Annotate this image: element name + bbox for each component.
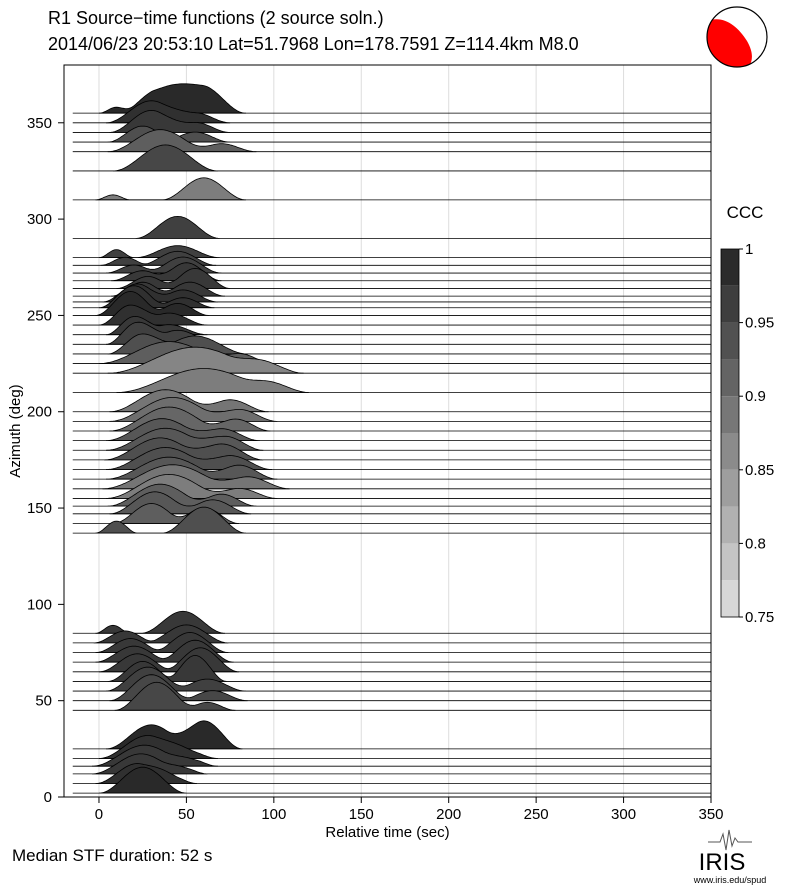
colorbar-segment (721, 396, 739, 433)
x-tick-label: 50 (178, 806, 195, 823)
colorbar-tick-label: 0.8 (745, 535, 766, 552)
x-tick-label: 0 (95, 806, 103, 823)
colorbar-tick-label: 0.9 (745, 388, 766, 405)
focal-mechanism-icon (706, 6, 768, 68)
y-tick-label: 300 (27, 211, 52, 228)
stf-trace (114, 681, 236, 711)
stf-trace (107, 129, 257, 153)
chart-title: R1 Source−time functions (2 source soln.… (48, 8, 384, 28)
y-tick-label: 200 (27, 404, 52, 421)
colorbar-segment (721, 580, 739, 617)
y-tick-label: 150 (27, 500, 52, 517)
colorbar: 0.75 0.8 0.85 0.9 0.95 1 (720, 241, 774, 626)
stf-trace (95, 177, 246, 201)
y-tick-label: 350 (27, 115, 52, 132)
stf-trace (95, 506, 246, 534)
iris-logo-text: IRIS (699, 849, 746, 876)
stf-trace (98, 766, 187, 794)
stf-trace (98, 245, 220, 258)
stf-trace (116, 368, 309, 393)
colorbar-tick-label: 0.75 (745, 609, 774, 626)
colorbar-segment (721, 285, 739, 323)
stf-traces (72, 83, 711, 794)
iris-logo: IRIS www.iris.edu/spud (693, 829, 767, 885)
x-axis-label: Relative time (sec) (325, 824, 449, 841)
colorbar-segment (721, 322, 739, 360)
stf-trace (107, 346, 304, 374)
colorbar-tick-label: 1 (745, 241, 753, 258)
y-tick-label: 0 (44, 789, 52, 806)
colorbar-segment (721, 433, 739, 470)
x-tick-label: 100 (261, 806, 286, 823)
colorbar-segment (721, 359, 739, 397)
colorbar-frame (720, 248, 740, 618)
stf-trace (98, 83, 246, 114)
stf-trace (113, 144, 218, 172)
x-axis: 0 50 100 150 200 250 300 350 (95, 797, 724, 823)
colorbar-segment (721, 506, 739, 544)
stf-trace (91, 753, 208, 775)
colorbar-segment (721, 249, 739, 286)
stf-trace (95, 610, 225, 634)
y-tick-label: 100 (27, 596, 52, 613)
median-duration: Median STF duration: 52 s (12, 846, 213, 865)
event-info: 2014/06/23 20:53:10 Lat=51.7968 Lon=178.… (48, 34, 579, 54)
y-tick-label: 50 (35, 693, 52, 710)
colorbar-label: CCC (727, 203, 764, 222)
y-axis-label: Azimuth (deg) (7, 384, 24, 477)
x-tick-label: 150 (349, 806, 374, 823)
x-tick-label: 350 (698, 806, 723, 823)
y-tick-label: 250 (27, 307, 52, 324)
stf-trace (135, 215, 220, 239)
colorbar-tick-label: 0.85 (745, 462, 774, 479)
colorbar-tick-label: 0.95 (745, 315, 774, 332)
colorbar-segment (721, 469, 739, 507)
plot-frame (63, 64, 712, 798)
x-tick-label: 300 (611, 806, 636, 823)
x-tick-label: 200 (436, 806, 461, 823)
y-axis: 0 50 100 150 200 250 300 350 (27, 115, 64, 806)
iris-logo-url: www.iris.edu/spud (693, 875, 767, 885)
colorbar-segment (721, 543, 739, 581)
x-tick-label: 250 (524, 806, 549, 823)
